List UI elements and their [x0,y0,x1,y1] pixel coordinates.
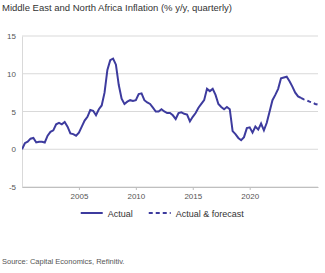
x-tick-label: 2010 [127,192,145,201]
y-tick: 0 [12,145,22,154]
x-tick: 2020 [241,187,259,201]
x-tick-mark [79,187,80,190]
y-tick: 15 [7,32,22,41]
legend: Actual Actual & forecast [81,209,245,219]
x-tick-label: 2005 [71,192,89,201]
legend-item: Actual & forecast [149,209,245,219]
legend-item: Actual [81,209,133,219]
grid [22,36,318,187]
series-group [22,59,318,150]
y-tick: 10 [7,70,22,79]
chart: Middle East and North Africa Inflation (… [0,0,325,273]
x-tick-mark [193,187,194,190]
grid-line [22,149,318,150]
x-axis-line [23,187,319,188]
source: Source: Capital Economics, Refinitiv. [2,257,124,266]
grid-line [22,36,318,37]
x-tick: 2005 [71,187,89,201]
plot: -5 0 5 10 15 2005 2010 2015 2020 [7,32,318,201]
grid-line [22,187,318,188]
x-tick-mark [136,187,137,190]
legend-swatch [81,212,103,214]
y-axis-line [22,37,23,188]
x-tick-mark [250,187,251,190]
y-axis: -5 0 5 10 15 [7,32,22,192]
legend-swatch [149,212,171,214]
x-tick-label: 2020 [241,192,259,201]
grid-line [22,73,318,74]
title: Middle East and North Africa Inflation (… [2,2,232,13]
y-tick: 5 [12,108,22,117]
legend-label: Actual [108,209,133,219]
legend-label: Actual & forecast [176,209,245,219]
series-line [301,98,318,105]
y-tick: -5 [9,183,22,192]
y-tick-label: 0 [12,145,17,154]
y-tick-label: 5 [12,108,17,117]
x-tick: 2015 [184,187,202,201]
grid-line [22,111,318,112]
series-line [22,59,301,150]
x-axis: 2005 2010 2015 2020 [23,187,319,201]
y-tick-label: 10 [7,70,16,79]
x-tick-label: 2015 [184,192,202,201]
y-tick-label: -5 [9,183,17,192]
x-tick: 2010 [127,187,145,201]
y-tick-label: 15 [7,32,16,41]
